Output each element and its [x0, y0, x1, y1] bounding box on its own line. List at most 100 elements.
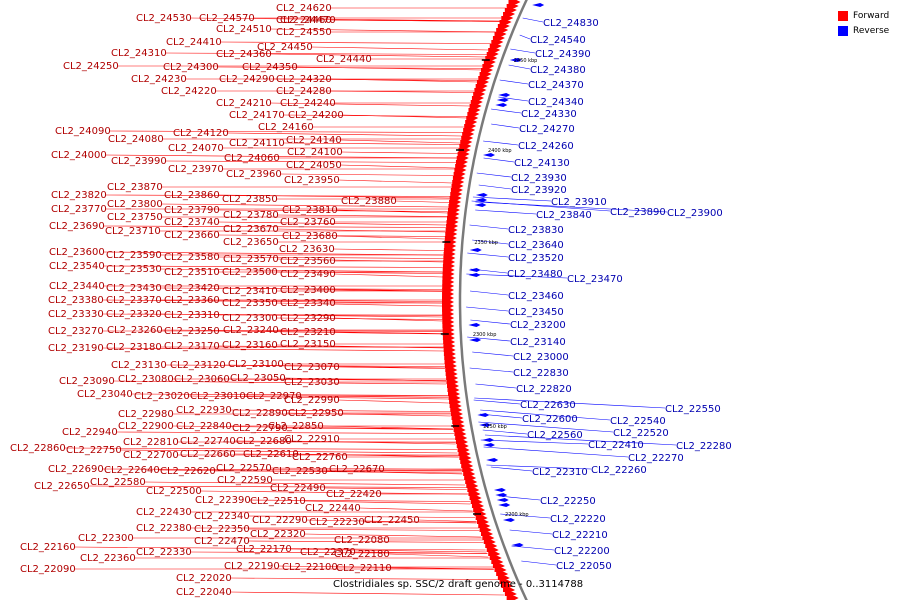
forward-gene-label[interactable]: CL2_23420	[164, 283, 220, 294]
forward-gene-label[interactable]: CL2_22110	[336, 563, 392, 574]
forward-gene-label[interactable]: CL2_23760	[280, 217, 336, 228]
forward-gene-label[interactable]: CL2_22910	[284, 434, 340, 445]
forward-gene-label[interactable]: CL2_23860	[164, 190, 220, 201]
reverse-gene-label[interactable]: CL2_22220	[550, 514, 606, 525]
forward-gene-label[interactable]: CL2_22840	[176, 421, 232, 432]
forward-gene-label[interactable]: CL2_24510	[216, 24, 272, 35]
forward-gene-label[interactable]: CL2_24000	[51, 150, 107, 161]
reverse-gene-label[interactable]: CL2_24370	[528, 80, 584, 91]
forward-gene-label[interactable]: CL2_23580	[164, 252, 220, 263]
reverse-gene-label[interactable]: CL2_23460	[508, 291, 564, 302]
forward-gene-label[interactable]: CL2_22580	[90, 477, 146, 488]
forward-gene-label[interactable]: CL2_23440	[49, 281, 105, 292]
forward-gene-label[interactable]: CL2_23650	[223, 237, 279, 248]
forward-gene-label[interactable]: CL2_22490	[270, 483, 326, 494]
forward-gene-label[interactable]: CL2_23430	[106, 283, 162, 294]
forward-gene-label[interactable]: CL2_22080	[334, 535, 390, 546]
forward-gene-label[interactable]: CL2_22990	[284, 395, 340, 406]
forward-gene-label[interactable]: CL2_22020	[176, 573, 232, 584]
forward-gene-label[interactable]: CL2_22380	[136, 523, 192, 534]
forward-gene-label[interactable]: CL2_22590	[217, 475, 273, 486]
reverse-gene-label[interactable]: CL2_23640	[508, 240, 564, 251]
forward-gene-label[interactable]: CL2_23570	[223, 254, 279, 265]
reverse-gene-label[interactable]: CL2_24330	[521, 109, 577, 120]
forward-gene-label[interactable]: CL2_24620	[276, 3, 332, 14]
forward-gene-label[interactable]: CL2_22450	[364, 515, 420, 526]
forward-gene-label[interactable]: CL2_24320	[276, 74, 332, 85]
forward-gene-label[interactable]: CL2_22180	[334, 549, 390, 560]
forward-gene-label[interactable]: CL2_24090	[55, 126, 111, 137]
reverse-gene-label[interactable]: CL2_22560	[527, 430, 583, 441]
forward-gene-label[interactable]: CL2_24530	[136, 13, 192, 24]
reverse-gene-label[interactable]: CL2_22280	[676, 441, 732, 452]
forward-gene-label[interactable]: CL2_22810	[123, 437, 179, 448]
forward-gene-label[interactable]: CL2_22900	[118, 421, 174, 432]
forward-gene-label[interactable]: CL2_23350	[222, 298, 278, 309]
reverse-gene-label[interactable]: CL2_22820	[516, 384, 572, 395]
forward-gene-label[interactable]: CL2_22300	[78, 533, 134, 544]
forward-gene-label[interactable]: CL2_23370	[106, 295, 162, 306]
reverse-gene-label[interactable]: CL2_23140	[510, 337, 566, 348]
forward-gene-label[interactable]: CL2_23250	[164, 326, 220, 337]
forward-gene-label[interactable]: CL2_22970	[246, 391, 302, 402]
forward-gene-label[interactable]: CL2_23960	[226, 169, 282, 180]
forward-gene-label[interactable]: CL2_24350	[242, 62, 298, 73]
forward-gene-label[interactable]: CL2_22420	[326, 489, 382, 500]
reverse-gene-label[interactable]: CL2_22260	[591, 465, 647, 476]
reverse-gene-label[interactable]: CL2_24260	[518, 141, 574, 152]
forward-gene-label[interactable]: CL2_22570	[216, 463, 272, 474]
forward-gene-label[interactable]: CL2_22850	[268, 421, 324, 432]
forward-gene-label[interactable]: CL2_22190	[224, 561, 280, 572]
forward-gene-label[interactable]: CL2_24200	[288, 110, 344, 121]
forward-gene-label[interactable]: CL2_23120	[170, 360, 226, 371]
forward-gene-label[interactable]: CL2_23750	[107, 212, 163, 223]
forward-gene-label[interactable]: CL2_22950	[288, 408, 344, 419]
forward-gene-label[interactable]: CL2_23300	[222, 313, 278, 324]
forward-gene-label[interactable]: CL2_23510	[164, 267, 220, 278]
forward-gene-label[interactable]: CL2_23540	[49, 261, 105, 272]
reverse-gene-label[interactable]: CL2_24340	[528, 97, 584, 108]
forward-gene-label[interactable]: CL2_22090	[20, 564, 76, 575]
reverse-gene-label[interactable]: CL2_23840	[536, 210, 592, 221]
forward-gene-label[interactable]: CL2_24300	[163, 62, 219, 73]
reverse-gene-label[interactable]: CL2_22210	[552, 530, 608, 541]
reverse-gene-label[interactable]: CL2_22270	[628, 453, 684, 464]
forward-gene-label[interactable]: CL2_23950	[284, 175, 340, 186]
forward-gene-label[interactable]: CL2_22340	[194, 511, 250, 522]
reverse-gene-label[interactable]: CL2_23830	[508, 225, 564, 236]
forward-gene-label[interactable]: CL2_24460	[276, 15, 332, 26]
forward-gene-label[interactable]: CL2_23800	[107, 199, 163, 210]
forward-gene-label[interactable]: CL2_24070	[168, 143, 224, 154]
forward-gene-label[interactable]: CL2_22690	[48, 464, 104, 475]
forward-gene-label[interactable]: CL2_22350	[194, 524, 250, 535]
forward-gene-label[interactable]: CL2_23790	[164, 205, 220, 216]
forward-gene-label[interactable]: CL2_23560	[280, 256, 336, 267]
forward-gene-label[interactable]: CL2_23170	[164, 341, 220, 352]
forward-gene-label[interactable]: CL2_24100	[287, 147, 343, 158]
forward-gene-label[interactable]: CL2_23100	[228, 359, 284, 370]
forward-gene-label[interactable]: CL2_23260	[107, 325, 163, 336]
forward-gene-label[interactable]: CL2_22750	[66, 445, 122, 456]
forward-gene-label[interactable]: CL2_23400	[280, 285, 336, 296]
forward-gene-label[interactable]: CL2_22620	[160, 466, 216, 477]
reverse-gene-label[interactable]: CL2_23470	[567, 274, 623, 285]
forward-gene-label[interactable]: CL2_22100	[282, 562, 338, 573]
forward-gene-label[interactable]: CL2_22500	[146, 486, 202, 497]
forward-gene-label[interactable]: CL2_22640	[104, 465, 160, 476]
forward-gene-label[interactable]: CL2_22440	[305, 503, 361, 514]
reverse-gene-label[interactable]: CL2_22200	[554, 546, 610, 557]
forward-gene-label[interactable]: CL2_23380	[48, 295, 104, 306]
forward-gene-label[interactable]: CL2_24230	[131, 74, 187, 85]
forward-gene-label[interactable]: CL2_23600	[49, 247, 105, 258]
forward-gene-label[interactable]: CL2_23050	[230, 373, 286, 384]
reverse-gene-label[interactable]: CL2_22520	[613, 428, 669, 439]
forward-gene-label[interactable]: CL2_23870	[107, 182, 163, 193]
forward-gene-label[interactable]: CL2_22980	[118, 409, 174, 420]
forward-gene-label[interactable]: CL2_22930	[176, 405, 232, 416]
forward-gene-label[interactable]: CL2_23630	[279, 244, 335, 255]
reverse-gene-label[interactable]: CL2_24270	[519, 124, 575, 135]
forward-gene-label[interactable]: CL2_22700	[123, 450, 179, 461]
forward-gene-label[interactable]: CL2_24120	[173, 128, 229, 139]
forward-gene-label[interactable]: CL2_24550	[276, 27, 332, 38]
forward-gene-label[interactable]: CL2_23690	[49, 221, 105, 232]
